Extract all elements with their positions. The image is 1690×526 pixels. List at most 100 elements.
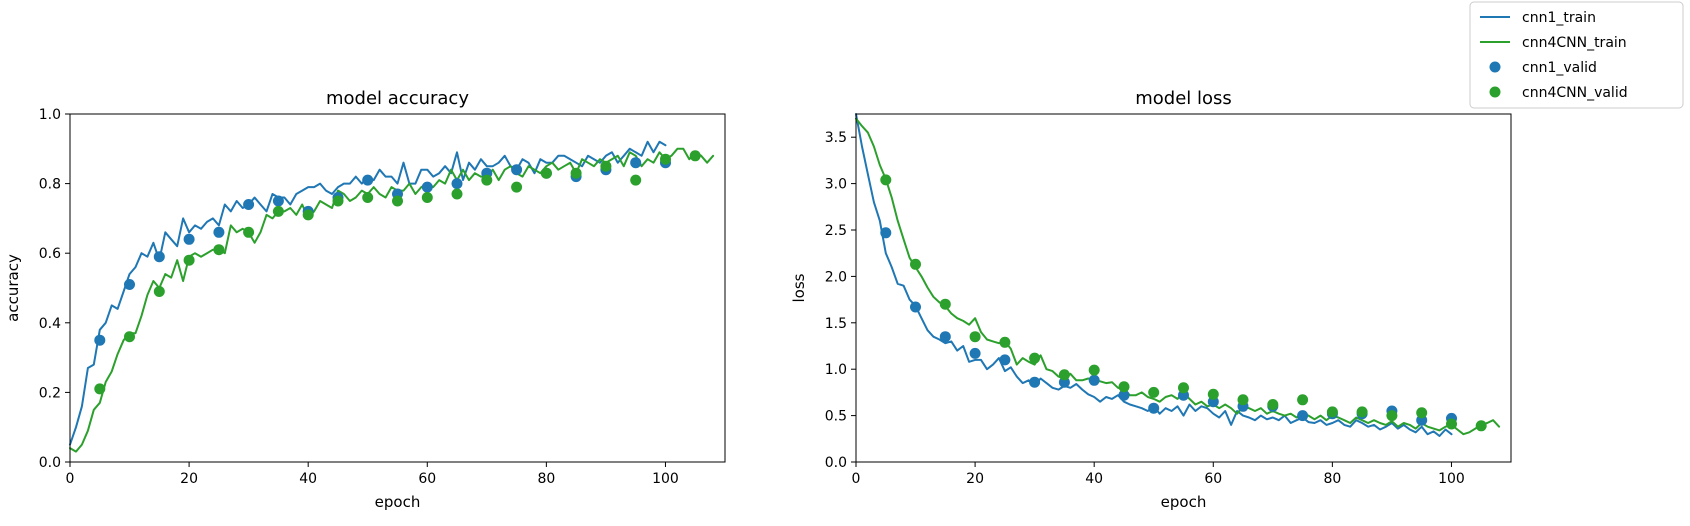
accuracy-point-cnn4CNN_valid xyxy=(183,254,195,266)
loss-x-tick-label: 60 xyxy=(1204,471,1222,487)
legend-label: cnn1_train xyxy=(1522,10,1596,26)
loss-point-cnn4CNN_valid xyxy=(1088,364,1100,376)
loss-point-cnn4CNN_valid xyxy=(880,174,892,186)
accuracy-x-tick-label: 0 xyxy=(66,471,75,487)
accuracy-point-cnn4CNN_valid xyxy=(481,174,493,186)
loss-point-cnn1_valid xyxy=(969,347,981,359)
accuracy-point-cnn4CNN_valid xyxy=(660,153,671,165)
accuracy-point-cnn4CNN_valid xyxy=(362,192,374,203)
legend-marker-swatch xyxy=(1489,61,1501,73)
legend: cnn1_train cnn4CNN_train cnn1_valid cnn4CNN… xyxy=(1469,1,1684,109)
loss-point-cnn1_valid xyxy=(910,301,921,313)
accuracy-x-tick-label: 60 xyxy=(418,471,436,487)
accuracy-point-cnn4CNN_valid xyxy=(153,286,165,297)
loss-point-cnn1_valid xyxy=(999,354,1011,366)
accuracy-point-cnn4CNN_valid xyxy=(511,181,523,193)
accuracy-title: model accuracy xyxy=(326,88,469,109)
accuracy-y-tick-label: 1.0 xyxy=(39,107,61,123)
loss-point-cnn4CNN_valid xyxy=(1148,386,1160,398)
accuracy-point-cnn4CNN_valid xyxy=(272,205,284,217)
loss-point-cnn4CNN_valid xyxy=(1058,369,1070,381)
loss-y-tick-label: 0.5 xyxy=(825,409,847,425)
loss-point-cnn4CNN_valid xyxy=(1118,381,1130,393)
loss-point-cnn4CNN_valid xyxy=(1386,410,1398,422)
accuracy-y-tick-label: 0.8 xyxy=(39,177,61,193)
loss-point-cnn4CNN_valid xyxy=(1029,352,1041,364)
legend-label: cnn4CNN_valid xyxy=(1522,85,1628,101)
accuracy-plot: 0 20 40 60 80 100 0.0 0.2 0.4 0.6 0.8 1.0 model accu… xyxy=(4,88,726,511)
accuracy-y-tick-label: 0.4 xyxy=(39,316,61,332)
accuracy-point-cnn4CNN_valid xyxy=(124,331,135,343)
loss-point-cnn4CNN_valid xyxy=(969,331,981,343)
accuracy-x-tick-label: 100 xyxy=(652,471,679,487)
accuracy-y-axis-label: accuracy xyxy=(4,254,22,322)
accuracy-point-cnn4CNN_valid xyxy=(630,174,642,186)
loss-axes-frame xyxy=(855,113,1512,463)
loss-point-cnn1_valid xyxy=(1088,374,1100,386)
loss-point-cnn4CNN_valid xyxy=(1356,406,1368,418)
accuracy-point-cnn4CNN_valid xyxy=(94,383,106,395)
accuracy-point-cnn4CNN_valid xyxy=(213,244,225,256)
accuracy-x-tick-label: 40 xyxy=(299,471,317,487)
accuracy-point-cnn4CNN_valid xyxy=(302,209,314,221)
accuracy-point-cnn1_valid xyxy=(421,181,433,193)
loss-point-cnn1_valid xyxy=(1297,410,1309,422)
loss-point-cnn1_valid xyxy=(880,227,892,239)
loss-point-cnn1_valid xyxy=(939,331,951,343)
legend-label: cnn1_valid xyxy=(1522,60,1597,76)
loss-point-cnn4CNN_valid xyxy=(1267,399,1279,410)
loss-title: model loss xyxy=(1135,88,1232,109)
loss-point-cnn4CNN_valid xyxy=(1446,418,1457,430)
accuracy-point-cnn1_valid xyxy=(451,178,463,190)
accuracy-point-cnn1_valid xyxy=(511,164,523,176)
loss-y-tick-label: 2.5 xyxy=(825,223,847,239)
accuracy-point-cnn4CNN_valid xyxy=(540,167,552,179)
legend-marker-swatch xyxy=(1489,86,1501,98)
loss-point-cnn1_valid xyxy=(1148,402,1160,414)
accuracy-y-tick-label: 0.0 xyxy=(39,455,61,471)
loss-y-tick-label: 1.0 xyxy=(825,362,847,378)
loss-point-cnn4CNN_valid xyxy=(1475,420,1487,432)
loss-y-tick-label: 3.5 xyxy=(825,130,847,146)
accuracy-line-cnn4CNN_train xyxy=(69,147,715,453)
accuracy-x-axis-label: epoch xyxy=(375,493,421,511)
accuracy-y-tick-label: 0.2 xyxy=(39,385,61,401)
loss-x-tick-label: 0 xyxy=(852,471,861,487)
loss-x-tick-label: 20 xyxy=(966,471,984,487)
accuracy-point-cnn1_valid xyxy=(183,233,195,245)
loss-point-cnn4CNN_valid xyxy=(1207,388,1219,400)
loss-y-tick-label: 0.0 xyxy=(825,455,847,471)
accuracy-point-cnn4CNN_valid xyxy=(451,188,463,200)
accuracy-point-cnn1_valid xyxy=(124,279,135,290)
loss-y-tick-label: 2.0 xyxy=(825,269,847,285)
loss-point-cnn4CNN_valid xyxy=(1416,407,1428,419)
accuracy-point-cnn4CNN_valid xyxy=(600,160,612,172)
loss-y-tick-label: 3.0 xyxy=(825,177,847,193)
accuracy-point-cnn4CNN_valid xyxy=(332,195,344,207)
accuracy-point-cnn4CNN_valid xyxy=(392,195,403,207)
accuracy-x-tick-label: 20 xyxy=(180,471,198,487)
accuracy-point-cnn1_valid xyxy=(243,199,255,210)
loss-line-cnn4CNN_train xyxy=(855,117,1501,436)
loss-x-tick-label: 80 xyxy=(1323,471,1341,487)
accuracy-point-cnn4CNN_valid xyxy=(570,167,582,179)
loss-y-tick-label: 1.5 xyxy=(825,316,847,332)
accuracy-point-cnn1_valid xyxy=(362,174,374,186)
accuracy-point-cnn1_valid xyxy=(272,195,284,207)
loss-y-axis-label: loss xyxy=(790,273,808,302)
loss-x-tick-label: 100 xyxy=(1438,471,1465,487)
accuracy-point-cnn4CNN_valid xyxy=(421,192,433,203)
accuracy-point-cnn4CNN_valid xyxy=(243,226,255,238)
loss-point-cnn4CNN_valid xyxy=(910,258,921,270)
loss-point-cnn4CNN_valid xyxy=(999,336,1011,348)
accuracy-point-cnn1_valid xyxy=(153,251,165,263)
loss-point-cnn4CNN_valid xyxy=(1178,382,1189,394)
accuracy-point-cnn1_valid xyxy=(630,157,642,169)
loss-point-cnn4CNN_valid xyxy=(1237,394,1249,406)
accuracy-point-cnn1_valid xyxy=(213,226,225,238)
loss-x-tick-label: 40 xyxy=(1085,471,1103,487)
loss-plot: 0 20 40 60 80 100 0.0 0.5 1.0 1.5 2.0 2.5 3.0 3.5 mode… xyxy=(790,88,1512,511)
loss-point-cnn1_valid xyxy=(1118,389,1130,401)
